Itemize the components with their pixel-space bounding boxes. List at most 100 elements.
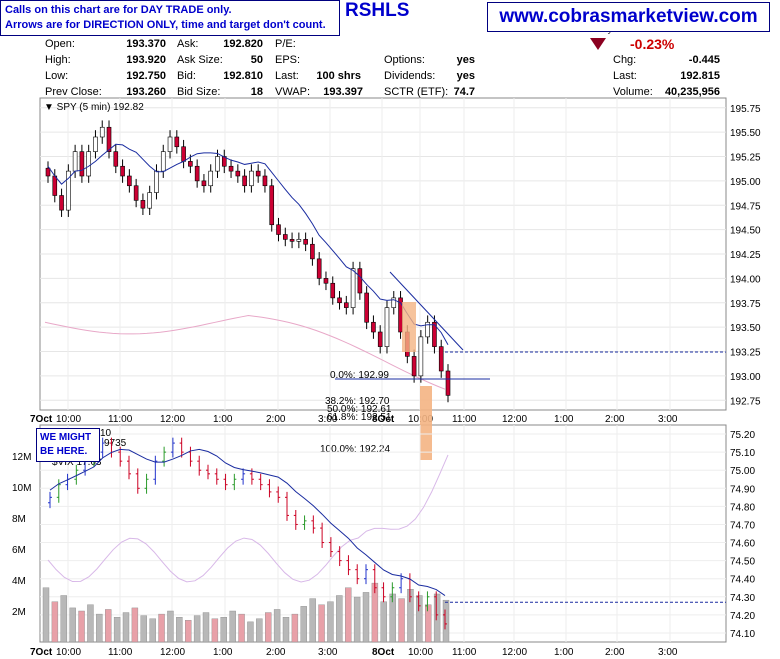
lower-x-tick-label: 11:00: [108, 647, 133, 658]
lower-y-tick-label: 74.30: [730, 593, 755, 604]
dividends-label: Dividends:: [384, 70, 436, 82]
price-candle-body: [371, 321, 376, 333]
we-might-be-here-label: WE MIGHT BE HERE.: [36, 428, 100, 462]
volume-bar: [345, 587, 352, 643]
bid-size-value: 18: [250, 86, 263, 98]
price-y-tick-label: 194.50: [730, 226, 761, 237]
lower-y-tick-label: 74.90: [730, 484, 755, 495]
fib-label: 100.0%: 192.24: [320, 444, 390, 455]
lower-x-tick-label: 1:00: [554, 647, 574, 658]
orange-highlight-box: [420, 386, 432, 460]
disclaimer-note: Calls on this chart are for DAY TRADE on…: [0, 0, 340, 36]
price-candle-body: [418, 336, 424, 377]
volume-bar: [238, 613, 245, 643]
last-shares-value: 100 shrs: [316, 70, 361, 82]
volume-bar: [193, 615, 201, 643]
lower-y-tick-label: 75.00: [730, 466, 755, 477]
price-x-tick-label: 7Oct: [30, 414, 53, 425]
price-candle-body: [201, 180, 207, 187]
price-candle-body: [364, 292, 369, 323]
volume-bar: [202, 612, 210, 643]
price-candle-body: [303, 239, 308, 245]
low-label: Low:: [45, 70, 69, 82]
volume-value: 40,235,956: [664, 86, 720, 98]
price-candle-body: [269, 185, 275, 226]
volume-bar: [220, 617, 227, 643]
prev-close-label: Prev Close:: [45, 86, 102, 98]
price-candle-body: [127, 175, 132, 187]
price-moving-average: [47, 143, 449, 346]
lower-y-tick-label: 74.20: [730, 611, 755, 622]
price-candle-body: [350, 268, 356, 308]
price-candle-body: [391, 297, 397, 308]
volume-bar: [149, 618, 156, 643]
price-candle-body: [276, 224, 281, 235]
price-candle-body: [323, 278, 329, 284]
lower-x-tick-label: 10:00: [408, 647, 433, 658]
bid-value: 192.810: [223, 70, 263, 82]
volume-bar: [362, 592, 370, 643]
volume-bar: [442, 599, 450, 643]
price-x-tick-label: 2:00: [266, 414, 286, 425]
price-candle-body: [221, 156, 227, 167]
volume-bar: [247, 621, 254, 643]
lower-x-tick-label: 1:00: [213, 647, 233, 658]
price-candle-body: [194, 165, 200, 182]
price-candle-body: [120, 165, 125, 177]
volume-bar: [167, 610, 174, 643]
price-y-tick-label: 194.75: [730, 201, 761, 212]
price-candle-body: [377, 331, 383, 347]
last2-label: Last:: [613, 70, 637, 82]
lower-y-tick-label: 74.70: [730, 520, 755, 531]
last-label: Last:: [275, 70, 299, 82]
volume-bar: [113, 617, 121, 643]
price-candle-body: [72, 151, 78, 172]
volume-bar: [398, 598, 405, 643]
price-x-tick-label: 3:00: [318, 414, 338, 425]
price-candle-body: [330, 282, 336, 299]
percent-change: -0.23%: [630, 36, 675, 52]
chg-label: Chg:: [613, 54, 637, 66]
price-candle-body: [181, 146, 186, 162]
lower-x-tick-label: 11:00: [452, 647, 477, 658]
price-candle-body: [262, 175, 268, 187]
down-arrow-icon: [590, 38, 606, 50]
fib-label: 50.0%: 192.61: [327, 404, 392, 415]
price-y-tick-label: 194.25: [730, 250, 761, 261]
volume-bar: [433, 593, 441, 643]
volume-bar: [51, 601, 59, 643]
volume-bar: [185, 620, 192, 643]
price-candle-body: [249, 170, 254, 187]
ticker-title: RSHLS: [345, 0, 410, 21]
lower-y-tick-label: 75.10: [730, 448, 755, 459]
note-line-1: Calls on this chart are for DAY TRADE on…: [5, 4, 232, 16]
volume-bar: [282, 617, 290, 643]
lower-x-tick-label: 2:00: [605, 647, 625, 658]
price-x-tick-label: 1:00: [554, 414, 574, 425]
price-candle-body: [228, 165, 234, 172]
pink-overlay-line: [44, 315, 446, 390]
volume-bar: [229, 610, 236, 643]
site-link[interactable]: www.cobrasmarketview.com: [487, 2, 770, 32]
volume-bar: [425, 604, 432, 643]
fib-label: 0.0%: 192.99: [330, 370, 389, 381]
fib-label: 61.8%: 192.51: [327, 412, 392, 423]
price-candle-body: [52, 175, 58, 196]
volume-bar: [176, 617, 183, 643]
volume-bar: [140, 615, 147, 643]
price-trendline: [389, 271, 464, 351]
volume-bar: [407, 589, 414, 643]
price-candle-body: [99, 126, 105, 138]
volume-bar: [42, 587, 50, 643]
high-label: High:: [45, 54, 71, 66]
low-value: 192.750: [126, 70, 166, 82]
lower-x-tick-label: 10:00: [56, 647, 81, 658]
price-candle-body: [113, 151, 119, 167]
volume-bar: [87, 604, 94, 643]
price-y-tick-label: 195.75: [730, 104, 761, 115]
volume-bar: [291, 613, 299, 643]
price-candle-body: [357, 268, 363, 294]
price-candle-body: [438, 346, 444, 372]
lower-y-tick-label: 74.80: [730, 502, 755, 513]
